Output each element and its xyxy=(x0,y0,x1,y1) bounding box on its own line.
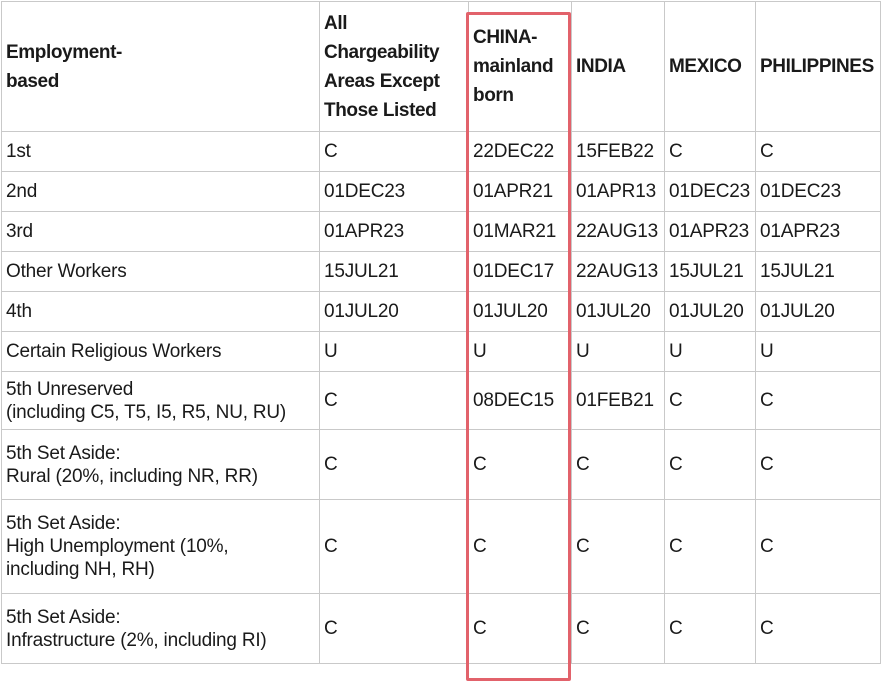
cell-china: 01MAR21 xyxy=(468,211,572,252)
cell-china: 08DEC15 xyxy=(468,371,572,430)
cell-china: C xyxy=(468,429,572,500)
cell-all-areas: U xyxy=(319,331,469,372)
table-row: Other Workers 15JUL21 01DEC17 22AUG13 15… xyxy=(1,251,881,292)
header-all-chargeability: All Chargeability Areas Except Those Lis… xyxy=(319,1,469,132)
row-label: 3rd xyxy=(1,211,320,252)
cell-philippines: 01JUL20 xyxy=(755,291,881,332)
header-mexico: MEXICO xyxy=(664,1,756,132)
cell-philippines: C xyxy=(755,131,881,172)
table-row: 5th Set Aside: Infrastructure (2%, inclu… xyxy=(1,593,881,664)
row-label: 4th xyxy=(1,291,320,332)
cell-china: 22DEC22 xyxy=(468,131,572,172)
cell-all-areas: 01DEC23 xyxy=(319,171,469,212)
cell-mexico: 15JUL21 xyxy=(664,251,756,292)
cell-philippines: 01APR23 xyxy=(755,211,881,252)
cell-philippines: C xyxy=(755,371,881,430)
cell-all-areas: C xyxy=(319,499,469,594)
cell-all-areas: C xyxy=(319,131,469,172)
cell-mexico: U xyxy=(664,331,756,372)
cell-all-areas: 15JUL21 xyxy=(319,251,469,292)
cell-mexico: 01JUL20 xyxy=(664,291,756,332)
cell-china: C xyxy=(468,499,572,594)
header-employment-based: Employment- based xyxy=(1,1,320,132)
header-row: Employment- based All Chargeability Area… xyxy=(1,1,881,132)
visa-bulletin-table: Employment- based All Chargeability Area… xyxy=(1,1,881,664)
cell-mexico: C xyxy=(664,429,756,500)
cell-china: 01APR21 xyxy=(468,171,572,212)
row-label: 2nd xyxy=(1,171,320,212)
row-label: 1st xyxy=(1,131,320,172)
cell-philippines: 15JUL21 xyxy=(755,251,881,292)
cell-india: U xyxy=(571,331,665,372)
cell-all-areas: C xyxy=(319,429,469,500)
cell-china: U xyxy=(468,331,572,372)
cell-all-areas: C xyxy=(319,593,469,664)
table-row: 5th Set Aside: Rural (20%, including NR,… xyxy=(1,429,881,500)
table-row: 5th Set Aside: High Unemployment (10%, i… xyxy=(1,499,881,594)
cell-philippines: C xyxy=(755,429,881,500)
cell-india: C xyxy=(571,499,665,594)
row-label: 5th Set Aside: High Unemployment (10%, i… xyxy=(1,499,320,594)
cell-india: 01JUL20 xyxy=(571,291,665,332)
row-label: 5th Set Aside: Rural (20%, including NR,… xyxy=(1,429,320,500)
cell-philippines: 01DEC23 xyxy=(755,171,881,212)
table-row: Certain Religious Workers U U U U U xyxy=(1,331,881,372)
cell-mexico: C xyxy=(664,593,756,664)
row-label: Other Workers xyxy=(1,251,320,292)
table-row: 5th Unreserved (including C5, T5, I5, R5… xyxy=(1,371,881,430)
table-row: 3rd 01APR23 01MAR21 22AUG13 01APR23 01AP… xyxy=(1,211,881,252)
cell-india: 01FEB21 xyxy=(571,371,665,430)
table-row: 1st C 22DEC22 15FEB22 C C xyxy=(1,131,881,172)
cell-mexico: C xyxy=(664,371,756,430)
cell-mexico: 01DEC23 xyxy=(664,171,756,212)
cell-china: C xyxy=(468,593,572,664)
cell-china: 01JUL20 xyxy=(468,291,572,332)
row-label: 5th Set Aside: Infrastructure (2%, inclu… xyxy=(1,593,320,664)
cell-philippines: U xyxy=(755,331,881,372)
table-row: 4th 01JUL20 01JUL20 01JUL20 01JUL20 01JU… xyxy=(1,291,881,332)
cell-india: 15FEB22 xyxy=(571,131,665,172)
cell-all-areas: C xyxy=(319,371,469,430)
cell-mexico: C xyxy=(664,499,756,594)
cell-india: 22AUG13 xyxy=(571,251,665,292)
cell-india: C xyxy=(571,593,665,664)
cell-india: C xyxy=(571,429,665,500)
header-philippines: PHILIPPINES xyxy=(755,1,881,132)
header-china: CHINA-mainland born xyxy=(468,1,572,132)
cell-india: 22AUG13 xyxy=(571,211,665,252)
cell-china: 01DEC17 xyxy=(468,251,572,292)
cell-all-areas: 01JUL20 xyxy=(319,291,469,332)
cell-mexico: 01APR23 xyxy=(664,211,756,252)
cell-india: 01APR13 xyxy=(571,171,665,212)
header-india: INDIA xyxy=(571,1,665,132)
row-label: 5th Unreserved (including C5, T5, I5, R5… xyxy=(1,371,320,430)
cell-mexico: C xyxy=(664,131,756,172)
table-row: 2nd 01DEC23 01APR21 01APR13 01DEC23 01DE… xyxy=(1,171,881,212)
cell-philippines: C xyxy=(755,593,881,664)
cell-all-areas: 01APR23 xyxy=(319,211,469,252)
cell-philippines: C xyxy=(755,499,881,594)
row-label: Certain Religious Workers xyxy=(1,331,320,372)
